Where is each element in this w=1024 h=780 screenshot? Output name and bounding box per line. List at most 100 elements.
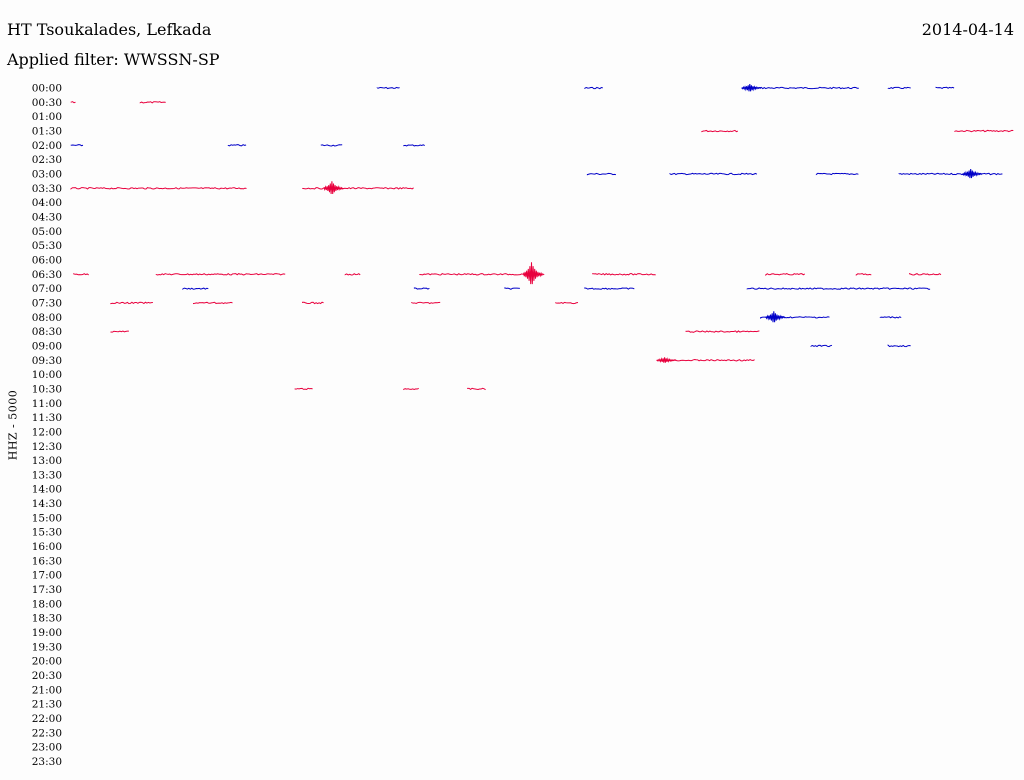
row-time-label: 21:00 xyxy=(32,684,62,696)
row-time-label: 02:00 xyxy=(32,140,62,152)
row-time-label: 10:00 xyxy=(32,369,62,381)
row-time-label: 22:30 xyxy=(32,727,62,739)
row-time-label: 17:30 xyxy=(32,584,62,596)
trace-segment xyxy=(504,287,520,290)
seismic-event-burst xyxy=(323,181,344,195)
row-time-label: 15:00 xyxy=(32,512,62,524)
row-time-label: 13:30 xyxy=(32,469,62,481)
row-time-label: 22:00 xyxy=(32,713,62,725)
trace-segment xyxy=(155,273,286,276)
row-time-label: 14:00 xyxy=(32,484,62,496)
row-time-label: 08:30 xyxy=(32,326,62,338)
row-time-label: 19:30 xyxy=(32,641,62,653)
row-time-label: 10:30 xyxy=(32,383,62,395)
trace-segment xyxy=(70,187,247,190)
row-time-label: 07:00 xyxy=(32,283,62,295)
trace-segment xyxy=(584,287,635,290)
row-time-label: 00:30 xyxy=(32,97,62,109)
trace-segment xyxy=(110,330,129,333)
row-time-label: 11:30 xyxy=(32,412,62,424)
station-title: HT Tsoukalades, Lefkada xyxy=(7,20,212,39)
trace-segment xyxy=(664,358,755,362)
row-time-label: 01:00 xyxy=(32,111,62,123)
trace-segment xyxy=(294,387,313,391)
trace-segment xyxy=(815,172,859,176)
row-time-label: 16:30 xyxy=(32,555,62,567)
row-time-label: 06:00 xyxy=(32,254,62,266)
row-time-label: 11:00 xyxy=(32,398,62,410)
trace-segment xyxy=(227,144,247,147)
row-time-label: 17:00 xyxy=(32,570,62,582)
row-time-label: 03:00 xyxy=(32,168,62,180)
row-time-label: 04:00 xyxy=(32,197,62,209)
trace-segment xyxy=(403,387,419,391)
row-time-label: 05:30 xyxy=(32,240,62,252)
trace-segment xyxy=(403,144,425,147)
seismic-event-burst xyxy=(741,83,762,92)
row-time-label: 02:30 xyxy=(32,154,62,166)
date-label: 2014-04-14 xyxy=(921,20,1014,39)
trace-segment xyxy=(584,86,603,90)
trace-segment xyxy=(701,129,739,133)
trace-segment xyxy=(70,101,76,104)
seismic-event-burst xyxy=(962,168,983,179)
trace-segment xyxy=(110,301,153,305)
trace-segment xyxy=(669,172,758,176)
trace-segment xyxy=(909,273,942,276)
trace-segment xyxy=(302,301,324,305)
row-time-label: 23:00 xyxy=(32,742,62,754)
row-time-label: 06:30 xyxy=(32,269,62,281)
row-time-label: 12:00 xyxy=(32,426,62,438)
row-time-label: 09:30 xyxy=(32,355,62,367)
trace-segment xyxy=(411,301,441,305)
row-time-label: 14:30 xyxy=(32,498,62,510)
trace-segment xyxy=(935,86,955,89)
row-time-label: 13:00 xyxy=(32,455,62,467)
row-time-label: 04:30 xyxy=(32,211,62,223)
trace-segment xyxy=(419,273,545,276)
row-time-label: 03:30 xyxy=(32,183,62,195)
trace-segment xyxy=(182,287,209,290)
trace-segment xyxy=(344,273,361,276)
trace-segment xyxy=(592,273,656,276)
trace-segment xyxy=(413,287,430,290)
trace-segment xyxy=(765,273,806,276)
row-time-label: 18:00 xyxy=(32,598,62,610)
row-time-label: 07:30 xyxy=(32,297,62,309)
row-time-label: 12:30 xyxy=(32,441,62,453)
trace-segment xyxy=(954,129,1014,133)
trace-segment xyxy=(193,301,233,305)
trace-segment xyxy=(376,86,400,90)
trace-segment xyxy=(887,86,911,90)
row-time-label: 01:30 xyxy=(32,125,62,137)
row-time-label: 20:30 xyxy=(32,670,62,682)
row-time-label: 18:30 xyxy=(32,613,62,625)
trace-segment xyxy=(70,144,84,147)
row-time-label: 15:30 xyxy=(32,527,62,539)
filter-label: Applied filter: WWSSN-SP xyxy=(7,50,220,69)
trace-segment xyxy=(320,144,343,147)
row-time-label: 00:00 xyxy=(32,83,62,95)
trace-segment xyxy=(746,287,931,290)
seismic-event-burst xyxy=(656,357,677,363)
row-time-label: 08:00 xyxy=(32,312,62,324)
trace-segment xyxy=(467,387,486,391)
trace-segment xyxy=(879,316,902,319)
row-time-label: 05:00 xyxy=(32,226,62,238)
trace-segment xyxy=(685,330,760,333)
trace-segment xyxy=(555,301,579,305)
row-time-label: 23:30 xyxy=(32,756,62,768)
seismic-event-burst xyxy=(765,311,786,323)
trace-segment xyxy=(887,344,911,348)
trace-segment xyxy=(586,172,616,176)
trace-segment xyxy=(898,172,1003,176)
trace-segment xyxy=(810,344,833,348)
row-time-label: 09:00 xyxy=(32,340,62,352)
row-time-label: 20:00 xyxy=(32,656,62,668)
row-time-label: 21:30 xyxy=(32,699,62,711)
trace-segment xyxy=(139,101,166,104)
row-time-label: 16:00 xyxy=(32,541,62,553)
trace-segment xyxy=(302,187,414,190)
seismic-event-burst xyxy=(523,262,544,285)
